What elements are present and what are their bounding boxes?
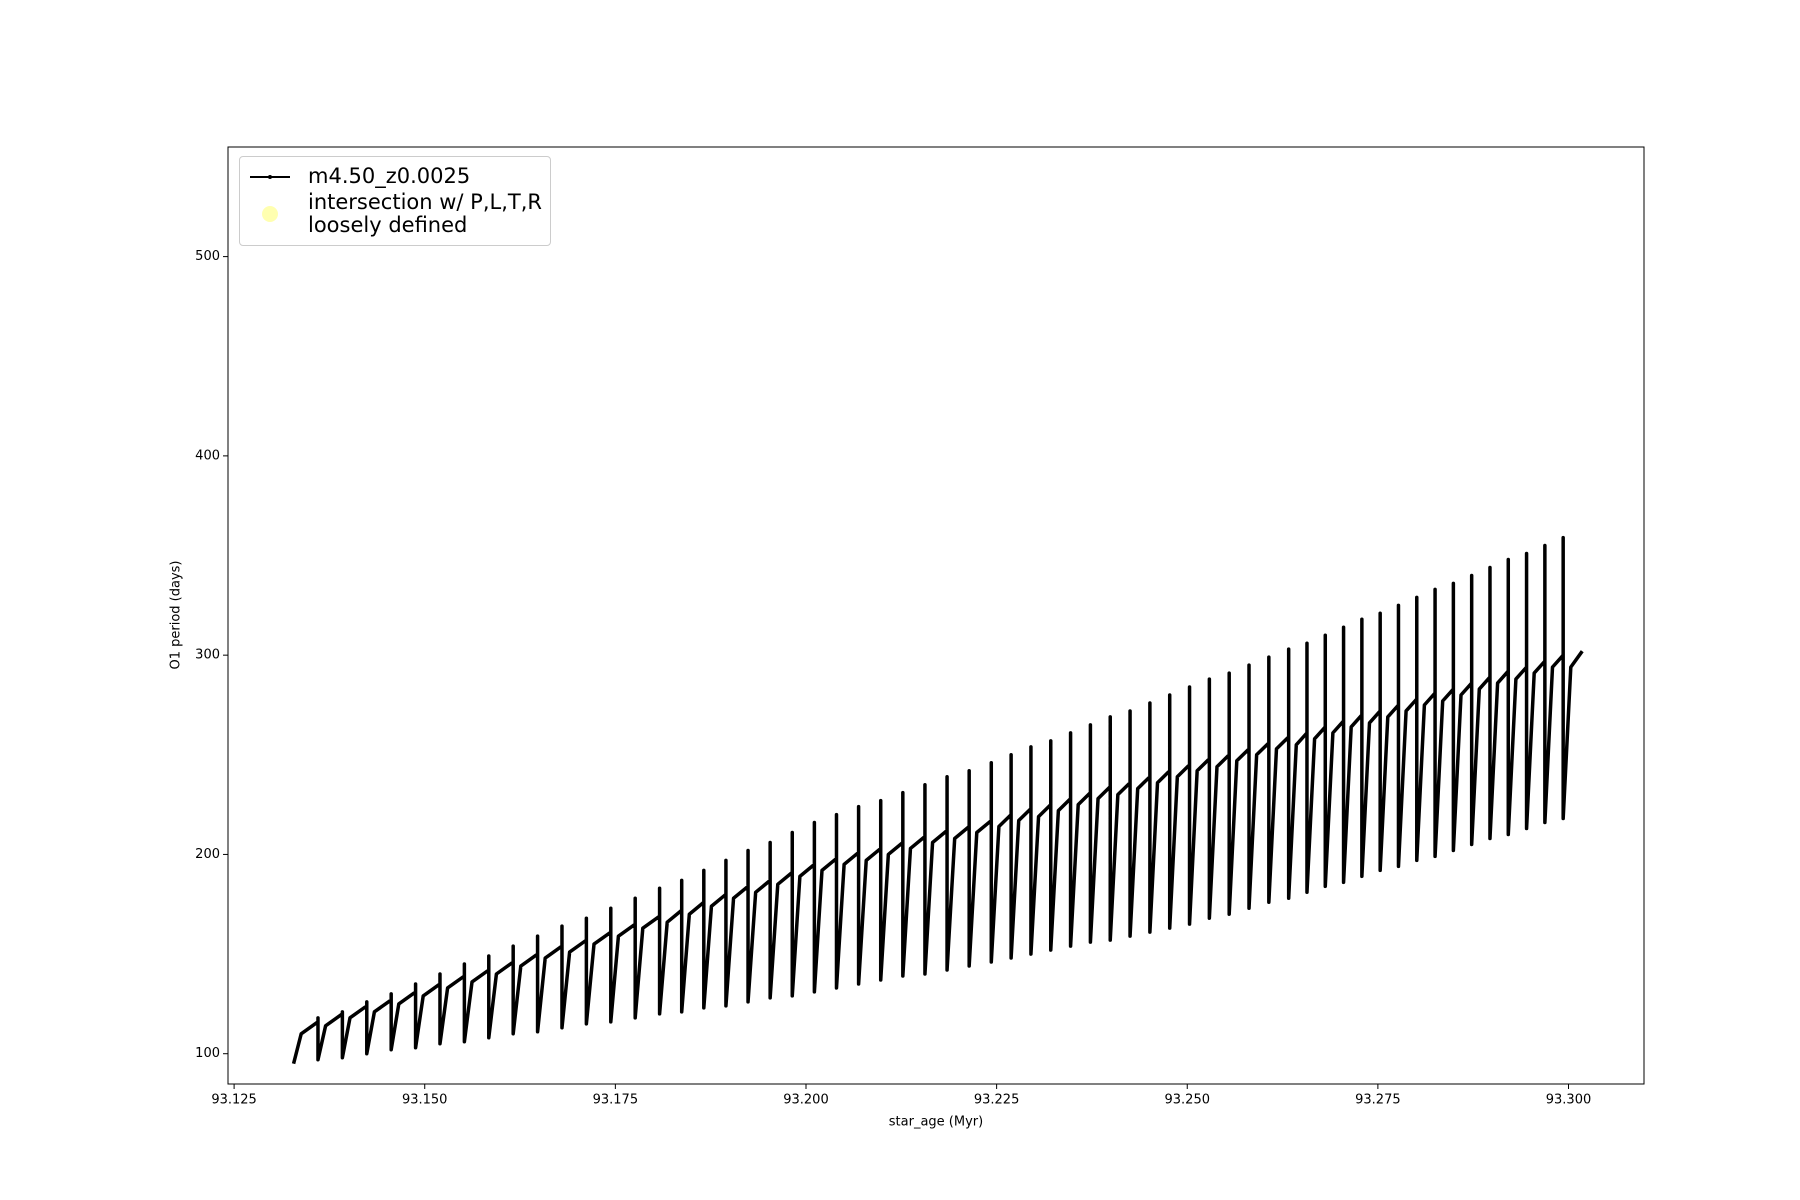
x-tick-label: 93.125 xyxy=(211,1093,257,1108)
x-tick-label: 93.250 xyxy=(1165,1093,1211,1108)
x-tick-label: 93.200 xyxy=(783,1093,829,1108)
legend: m4.50_z0.0025 intersection w/ P,L,T,R loo… xyxy=(239,156,551,247)
legend-entry: intersection w/ P,L,T,R loosely defined xyxy=(248,190,542,238)
x-axis-label: star_age (Myr) xyxy=(889,1115,983,1130)
x-tick-label: 93.175 xyxy=(593,1093,639,1108)
y-tick-label: 500 xyxy=(195,249,220,264)
y-tick-label: 400 xyxy=(195,448,220,463)
legend-label: intersection w/ P,L,T,R loosely defined xyxy=(308,190,542,238)
y-tick-label: 200 xyxy=(195,847,220,862)
x-tick-label: 93.150 xyxy=(402,1093,448,1108)
y-tick-label: 100 xyxy=(195,1046,220,1061)
series-line xyxy=(291,535,1584,1065)
x-tick-label: 93.300 xyxy=(1546,1093,1592,1108)
legend-label: m4.50_z0.0025 xyxy=(308,164,471,189)
legend-swatch xyxy=(250,175,290,179)
plot-frame xyxy=(227,146,1645,1085)
legend-marker xyxy=(262,206,278,223)
legend-marker xyxy=(268,175,272,179)
legend-swatch xyxy=(262,206,278,223)
y-tick-label: 300 xyxy=(195,648,220,663)
x-tick-label: 93.225 xyxy=(974,1093,1020,1108)
y-axis-label: O1 period (days) xyxy=(169,560,184,669)
x-tick-label: 93.275 xyxy=(1355,1093,1401,1108)
legend-entry: m4.50_z0.0025 xyxy=(248,165,542,189)
